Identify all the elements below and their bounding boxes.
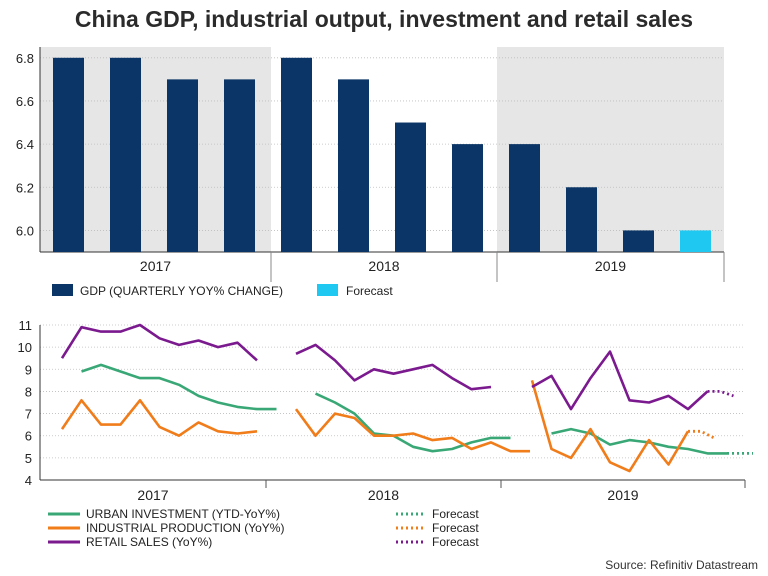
gdp-bar <box>110 57 141 252</box>
legend-label-industrial-production: INDUSTRIAL PRODUCTION (YoY%) <box>86 521 284 535</box>
y-tick-label: 6.6 <box>16 94 34 109</box>
y-tick-label: 8 <box>25 384 32 399</box>
legend-label-forecast: Forecast <box>346 284 393 298</box>
gdp-bar <box>623 230 654 252</box>
urban-investment-line-2017 <box>81 363 277 411</box>
y-tick-label: 6 <box>25 429 32 444</box>
y-tick-label: 6.8 <box>16 51 34 66</box>
y-tick-label: 10 <box>18 340 32 355</box>
y-tick-label: 9 <box>25 362 32 377</box>
y-tick-label: 11 <box>19 318 33 333</box>
urban-investment-line-2019 <box>551 427 727 455</box>
legend-label-gdp: GDP (QUARTERLY YOY% CHANGE) <box>80 284 283 298</box>
x-year-label: 2017 <box>140 258 171 274</box>
x-year-label: 2019 <box>595 258 626 274</box>
y-tick-label: 6.2 <box>16 180 34 195</box>
industrial-production-line-2019 <box>530 380 690 473</box>
legend-swatch-forecast <box>317 284 338 296</box>
gdp-bar <box>452 144 483 252</box>
legend-swatch-gdp <box>52 284 73 296</box>
gdp-bar-chart: 6.0 6.2 6.4 6.6 6.8 2017 2018 2019 GDP (QUARTERL… <box>16 47 725 298</box>
chart-title: China GDP, industrial output, investment… <box>74 6 694 32</box>
retail-sales-line-2018 <box>295 343 492 391</box>
y-tick-label: 6.4 <box>16 137 34 152</box>
y-tick-label: 4 <box>25 473 32 488</box>
source-note: Source: Refinitiv Datastream <box>605 558 758 572</box>
gdp-bar <box>167 79 198 252</box>
industrial-production-forecast-line <box>688 429 715 440</box>
industrial-production-line-2018 <box>294 408 530 453</box>
activity-line-chart: 4 5 6 7 8 9 10 11 2017 2018 2019 URBAN INVESTMENT (… <box>18 318 753 549</box>
legend-label-urban-investment: URBAN INVESTMENT (YTD-YoY%) <box>86 507 280 521</box>
legend-label-urban-investment-forecast: Forecast <box>432 507 479 521</box>
gdp-bar <box>338 79 369 252</box>
legend-label-industrial-production-forecast: Forecast <box>432 521 479 535</box>
retail-sales-line-2017 <box>60 323 258 362</box>
gdp-bar <box>509 144 540 252</box>
x-year-label: 2018 <box>368 487 399 503</box>
y-tick-label: 5 <box>25 451 32 466</box>
gdp-bar <box>53 57 84 252</box>
urban-investment-line-2018 <box>314 392 511 453</box>
industrial-production-line-2017 <box>60 399 258 437</box>
retail-sales-forecast-line <box>707 390 734 398</box>
y-tick-label: 6.0 <box>16 223 34 238</box>
x-year-label: 2019 <box>607 487 638 503</box>
x-year-label: 2017 <box>137 487 168 503</box>
legend-label-retail-sales-forecast: Forecast <box>432 535 479 549</box>
y-tick-label: 7 <box>25 407 32 422</box>
gdp-bar <box>395 122 426 253</box>
gdp-bar <box>281 57 312 252</box>
gdp-bar <box>566 187 597 252</box>
retail-sales-line-2019 <box>531 350 709 411</box>
gdp-bar <box>224 79 255 252</box>
x-year-label: 2018 <box>368 258 399 274</box>
forecast-bar <box>680 230 711 252</box>
legend-label-retail-sales: RETAIL SALES (YoY%) <box>86 535 212 549</box>
